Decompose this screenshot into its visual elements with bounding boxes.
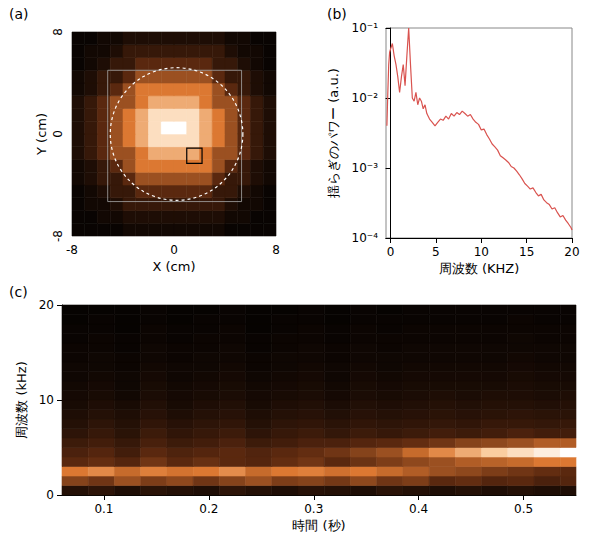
svg-text:0: 0 [387,245,395,259]
svg-text:10⁻⁴: 10⁻⁴ [352,231,379,245]
svg-text:0.5: 0.5 [514,502,533,516]
svg-text:-8: -8 [51,230,65,242]
svg-text:10⁻²: 10⁻² [352,91,379,105]
svg-text:0: 0 [170,243,178,257]
svg-text:8: 8 [272,243,280,257]
svg-text:10: 10 [474,245,489,259]
svg-text:-8: -8 [66,243,78,257]
svg-text:20: 20 [564,245,579,259]
svg-text:Y (cm): Y (cm) [34,113,49,156]
svg-text:0.1: 0.1 [94,502,113,516]
svg-text:時間 (秒): 時間 (秒) [292,518,345,533]
svg-text:10⁻¹: 10⁻¹ [352,21,379,35]
svg-text:20: 20 [39,298,54,312]
svg-text:8: 8 [51,28,65,36]
svg-text:10: 10 [39,393,54,407]
svg-text:0.2: 0.2 [199,502,218,516]
svg-text:(b): (b) [327,6,347,22]
svg-text:15: 15 [519,245,534,259]
svg-text:揺らぎのパワー (a.u.): 揺らぎのパワー (a.u.) [326,68,341,198]
svg-text:X (cm): X (cm) [153,259,196,274]
svg-text:0: 0 [46,488,54,502]
svg-text:0.4: 0.4 [409,502,428,516]
svg-text:10⁻³: 10⁻³ [352,161,379,175]
svg-text:周波数 (KHZ): 周波数 (KHZ) [439,261,519,276]
svg-text:周波数 (kHz): 周波数 (kHz) [14,361,29,438]
svg-text:(a): (a) [9,6,29,22]
svg-text:0: 0 [51,130,65,138]
svg-text:5: 5 [432,245,440,259]
svg-text:0.3: 0.3 [304,502,323,516]
svg-text:(c): (c) [9,284,28,300]
